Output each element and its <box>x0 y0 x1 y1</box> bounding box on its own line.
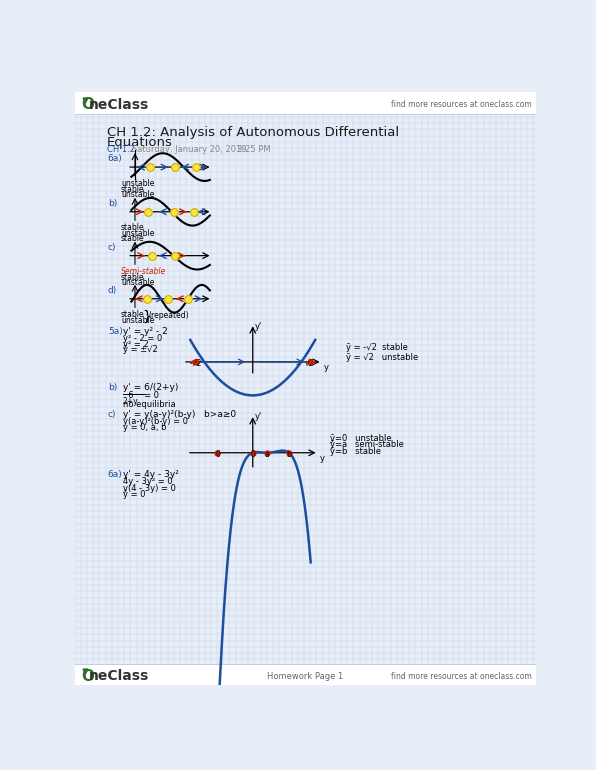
Text: 0: 0 <box>250 450 255 459</box>
Text: 0: 0 <box>215 450 220 459</box>
Text: 3:25 PM: 3:25 PM <box>237 145 271 154</box>
Text: y(4 - 3y) = 0: y(4 - 3y) = 0 <box>123 484 175 493</box>
Text: unstable: unstable <box>121 190 154 199</box>
Text: ȳ = ±√2: ȳ = ±√2 <box>123 345 157 354</box>
Text: unstable: unstable <box>121 229 154 238</box>
Text: 2+y: 2+y <box>123 397 138 406</box>
Text: CH 1.2: CH 1.2 <box>107 145 135 154</box>
Text: stable: stable <box>121 185 145 194</box>
Text: y: y <box>320 454 325 464</box>
Text: }: } <box>142 310 151 324</box>
Text: 6    = 0: 6 = 0 <box>123 391 159 400</box>
Text: find more resources at oneclass.com: find more resources at oneclass.com <box>391 100 532 109</box>
Text: ȳ=b   stable: ȳ=b stable <box>330 447 381 457</box>
Text: b): b) <box>108 383 117 393</box>
Text: y = 0, a, b: y = 0, a, b <box>123 423 166 432</box>
Text: unstable: unstable <box>121 278 154 287</box>
Text: y' = y(a-y)²(b-y)   b>a≥0: y' = y(a-y)²(b-y) b>a≥0 <box>123 410 235 419</box>
Text: (repeated): (repeated) <box>148 311 189 320</box>
Text: y' = y² - 2: y' = y² - 2 <box>123 327 167 336</box>
Text: c): c) <box>108 243 116 253</box>
Text: y² = 2: y² = 2 <box>123 340 148 349</box>
FancyBboxPatch shape <box>74 664 536 685</box>
Text: stable: stable <box>121 234 145 243</box>
Text: CH 1.2: Analysis of Autonomous Differential: CH 1.2: Analysis of Autonomous Different… <box>107 126 399 139</box>
Text: b: b <box>287 450 291 459</box>
Text: ȳ = 0: ȳ = 0 <box>123 490 145 499</box>
Text: neClass: neClass <box>89 669 150 683</box>
Text: Equations: Equations <box>107 136 173 149</box>
Text: y': y' <box>255 322 262 331</box>
Text: stable: stable <box>121 273 145 282</box>
Text: stable: stable <box>121 310 145 320</box>
Text: O: O <box>82 668 95 684</box>
Text: ȳ=0   unstable: ȳ=0 unstable <box>330 434 392 443</box>
Text: y' = 4y - 3y²: y' = 4y - 3y² <box>123 470 178 479</box>
Text: find more resources at oneclass.com: find more resources at oneclass.com <box>391 671 532 681</box>
Text: Semi-stable: Semi-stable <box>121 267 166 276</box>
Text: y² - 2 = 0: y² - 2 = 0 <box>123 334 162 343</box>
Text: neClass: neClass <box>89 98 150 112</box>
Text: 4y - 3y² = 0: 4y - 3y² = 0 <box>123 477 172 487</box>
Text: Saturday, January 20, 2019: Saturday, January 20, 2019 <box>132 145 246 154</box>
Text: 5a): 5a) <box>108 327 123 336</box>
Text: O: O <box>82 97 95 112</box>
Text: y': y' <box>255 412 262 421</box>
Text: √2: √2 <box>305 359 315 368</box>
Text: Homework Page 1: Homework Page 1 <box>268 671 343 681</box>
Text: ȳ = -√2  stable: ȳ = -√2 stable <box>346 343 408 353</box>
Text: stable: stable <box>121 223 145 233</box>
Text: 6a): 6a) <box>108 470 123 479</box>
Text: ȳ=a   semi-stable: ȳ=a semi-stable <box>330 440 404 450</box>
Text: ȳ = √2   unstable: ȳ = √2 unstable <box>346 353 418 362</box>
Text: b): b) <box>108 199 117 208</box>
Text: y(a-y)²(b-y) = 0: y(a-y)²(b-y) = 0 <box>123 417 188 427</box>
Text: y: y <box>324 363 329 373</box>
Text: unstable: unstable <box>121 179 154 189</box>
Text: no equilibria: no equilibria <box>123 400 175 410</box>
FancyBboxPatch shape <box>74 92 536 114</box>
Text: a: a <box>265 450 269 459</box>
Text: 6a): 6a) <box>108 154 123 163</box>
Text: d): d) <box>108 286 117 296</box>
Text: unstable: unstable <box>121 316 154 326</box>
Text: c): c) <box>108 410 116 419</box>
Text: y' = 6/(2+y): y' = 6/(2+y) <box>123 383 178 393</box>
Text: -√2: -√2 <box>190 359 202 368</box>
